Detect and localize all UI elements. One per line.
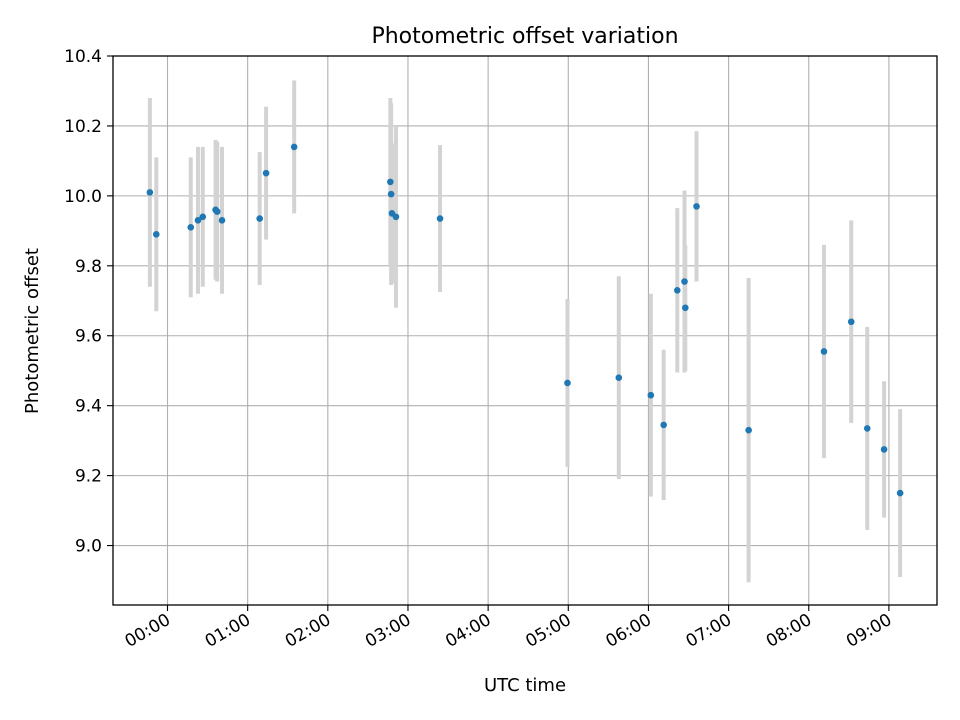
data-point xyxy=(199,213,207,221)
data-point xyxy=(256,215,263,222)
y-tick-label: 10.2 xyxy=(64,117,102,137)
data-point xyxy=(387,178,394,186)
data-point xyxy=(820,348,828,355)
grid-lines xyxy=(113,55,937,605)
data-point xyxy=(896,489,904,497)
x-axis-label: UTC time xyxy=(484,675,566,696)
data-point xyxy=(847,318,855,326)
y-tick-label: 10.4 xyxy=(64,47,102,67)
data-point xyxy=(152,231,160,238)
y-tick-label: 9.2 xyxy=(75,467,102,487)
data-point xyxy=(387,190,395,198)
data-point xyxy=(673,286,681,294)
data-point xyxy=(660,421,667,429)
data-point xyxy=(290,143,298,151)
data-point xyxy=(146,189,154,196)
data-point xyxy=(745,426,752,434)
y-tick-label: 9.8 xyxy=(75,257,102,277)
data-point xyxy=(392,213,400,221)
data-point xyxy=(682,304,689,312)
y-tick-label: 9.6 xyxy=(75,327,102,347)
data-point xyxy=(187,224,195,231)
chart-title: Photometric offset variation xyxy=(371,24,678,49)
data-point xyxy=(615,374,623,382)
y-tick-label: 9.0 xyxy=(75,537,102,557)
data-point xyxy=(647,391,655,399)
y-tick-label: 9.4 xyxy=(75,397,102,417)
y-axis-label: Photometric offset xyxy=(22,248,43,414)
data-point xyxy=(681,278,688,285)
data-point xyxy=(880,446,888,453)
data-point xyxy=(218,217,226,224)
data-point xyxy=(262,169,270,177)
data-point xyxy=(436,215,444,222)
data-points xyxy=(146,143,904,497)
y-tick-label: 10.0 xyxy=(64,187,102,207)
data-point xyxy=(213,208,221,215)
plot-frame xyxy=(112,55,938,606)
data-point xyxy=(693,203,700,210)
data-point xyxy=(863,425,871,432)
data-point xyxy=(194,217,202,224)
data-point xyxy=(564,379,571,387)
